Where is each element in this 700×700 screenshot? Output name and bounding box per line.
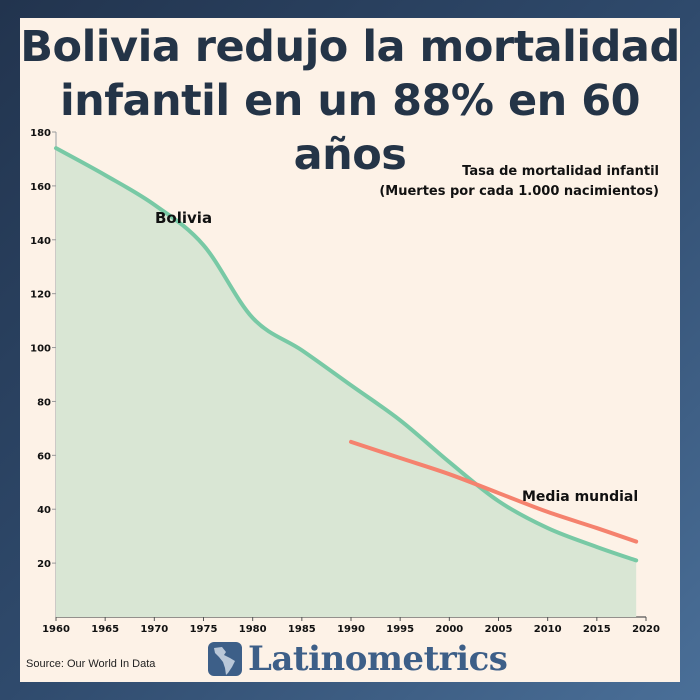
series-label-world: Media mundial bbox=[522, 489, 638, 505]
chart-title: Tasa de mortalidad infantil bbox=[462, 164, 659, 179]
y-tick-label: 120 bbox=[30, 290, 51, 301]
x-tick-label: 1990 bbox=[337, 624, 365, 635]
x-tick-label: 1995 bbox=[386, 624, 414, 635]
y-tick-label: 140 bbox=[30, 236, 51, 247]
x-tick-label: 2015 bbox=[583, 624, 611, 635]
y-tick-label: 100 bbox=[30, 344, 51, 355]
x-tick-label: 1980 bbox=[239, 624, 267, 635]
y-tick-label: 160 bbox=[30, 182, 51, 193]
chart-subtitle: (Muertes por cada 1.000 nacimientos) bbox=[379, 184, 659, 199]
x-tick-label: 2000 bbox=[435, 624, 463, 635]
x-tick-label: 1960 bbox=[42, 624, 70, 635]
x-tick-label: 1985 bbox=[288, 624, 316, 635]
y-tick-label: 20 bbox=[37, 559, 51, 570]
x-axis: 1960 1965 1970 1975 1980 1985 1990 1995 2000 2005… bbox=[42, 616, 660, 635]
bolivia-line bbox=[54, 146, 639, 563]
x-tick-label: 1970 bbox=[140, 624, 168, 635]
logo-text: Latinometrics bbox=[248, 639, 508, 679]
world-line bbox=[349, 439, 639, 544]
x-tick-label: 2010 bbox=[534, 624, 562, 635]
page-title: Bolivia redujo la mortalidad infantil en… bbox=[20, 22, 680, 180]
source-note: Source: Our World In Data bbox=[26, 658, 156, 670]
y-tick-label: 180 bbox=[30, 128, 51, 139]
y-tick-label: 80 bbox=[37, 397, 51, 408]
y-tick-label: 60 bbox=[37, 451, 51, 462]
x-tick-label: 1965 bbox=[91, 624, 119, 635]
y-tick-label: 40 bbox=[37, 505, 51, 516]
series-label-bolivia: Bolivia bbox=[155, 209, 212, 227]
x-tick-label: 1975 bbox=[190, 624, 218, 635]
x-tick-label: 2020 bbox=[632, 624, 660, 635]
brand-logo: Latinometrics bbox=[208, 639, 508, 679]
y-axis: 20 40 60 80 100 120 140 160 180 bbox=[30, 128, 57, 617]
latin-america-map-icon bbox=[208, 642, 242, 676]
x-tick-label: 2005 bbox=[485, 624, 513, 635]
